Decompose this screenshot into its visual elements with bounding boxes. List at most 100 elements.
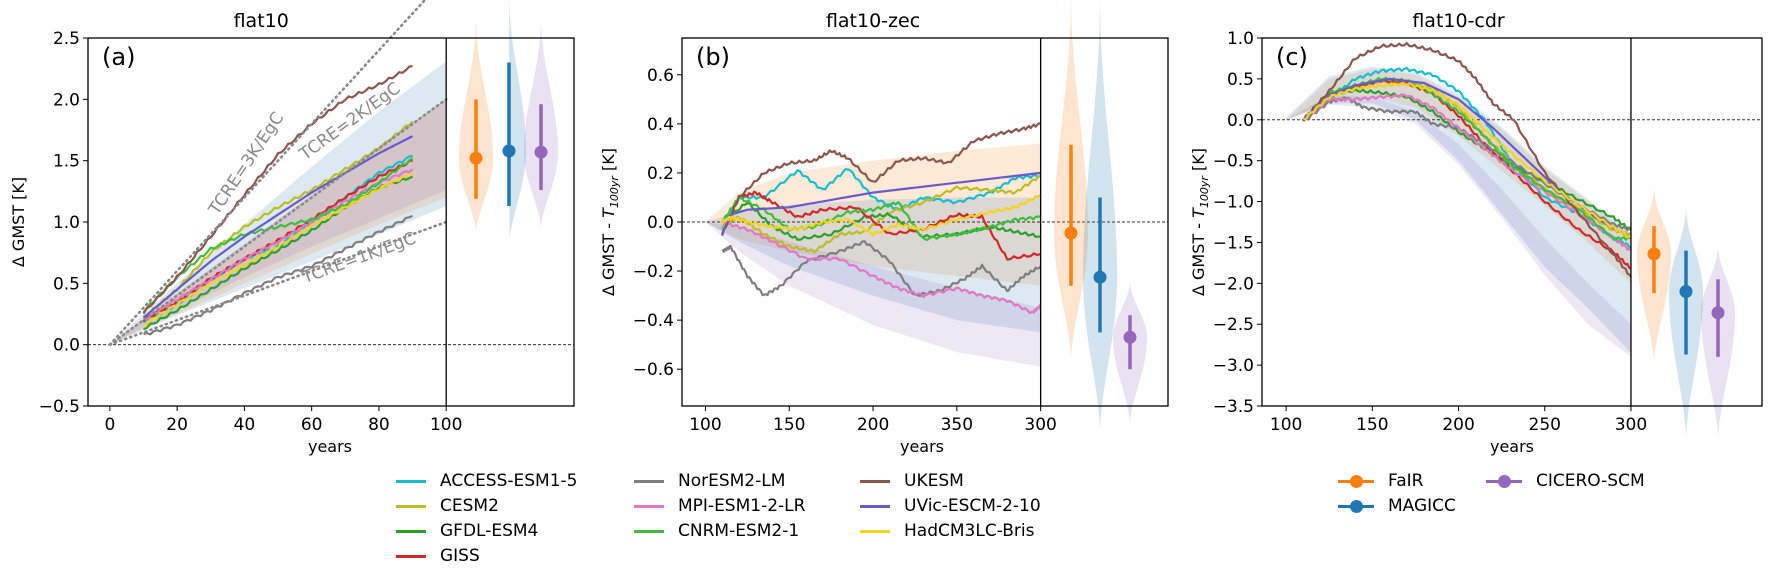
legend-label: UVic-ESCM-2-10 bbox=[904, 496, 1041, 516]
y-tick-label: 2.5 bbox=[53, 29, 80, 49]
y-tick-label: −0.5 bbox=[1213, 152, 1254, 172]
legend-item: FaIR bbox=[1338, 470, 1423, 492]
legend-label: MAGICC bbox=[1388, 496, 1456, 516]
y-tick-label: 1.5 bbox=[53, 152, 80, 172]
violins bbox=[1054, 0, 1147, 431]
x-tick-label: 80 bbox=[368, 415, 390, 435]
series-hadcm3lc-bris bbox=[1303, 81, 1632, 240]
x-tick-label: 150 bbox=[773, 415, 805, 435]
legend-item: NorESM2-LM bbox=[634, 470, 785, 492]
panel-title: flat10-cdr bbox=[1412, 10, 1505, 32]
plot-area bbox=[682, 122, 1168, 367]
series-access-esm1-5 bbox=[142, 154, 413, 324]
band-magicc bbox=[109, 61, 447, 345]
violin-median-magicc bbox=[1093, 270, 1107, 284]
legend-swatch bbox=[634, 504, 664, 508]
tcre-line-3 bbox=[108, 220, 448, 346]
panel-title: flat10-zec bbox=[826, 10, 920, 32]
y-tick-label: 0.0 bbox=[53, 336, 80, 356]
legend-swatch bbox=[396, 504, 426, 508]
legend-swatch bbox=[396, 479, 426, 483]
legend-item: UKESM bbox=[860, 470, 964, 492]
panel-title: flat10 bbox=[234, 10, 289, 32]
y-axis-label: Δ GMST - T100yr [K] bbox=[599, 148, 621, 296]
x-tick-label: 150 bbox=[1356, 415, 1388, 435]
series-ukesm bbox=[142, 65, 413, 315]
legend-marker bbox=[1338, 474, 1374, 488]
y-tick-label: 0.0 bbox=[647, 213, 674, 233]
series-uvic-escm-2-10 bbox=[721, 171, 1041, 235]
y-tick-label: 0.4 bbox=[647, 115, 674, 135]
y-axis-label: Δ GMST - T100yr [K] bbox=[1189, 148, 1211, 296]
panel-letter: (c) bbox=[1276, 43, 1308, 71]
legend-label: CESM2 bbox=[440, 496, 499, 516]
legend-swatch bbox=[634, 529, 664, 533]
x-axis-label: years bbox=[1490, 437, 1534, 456]
legend-swatch bbox=[396, 554, 426, 558]
y-tick-label: 0.5 bbox=[53, 274, 80, 294]
y-tick-label: 0.5 bbox=[1227, 70, 1254, 90]
series-cnrm-esm2-1 bbox=[142, 157, 414, 314]
y-tick-label: 0.2 bbox=[647, 164, 674, 184]
legend-label: CNRM-ESM2-1 bbox=[678, 521, 800, 541]
series-mpi-esm1-2-lr bbox=[721, 220, 1041, 315]
legend-label: MPI-ESM1-2-LR bbox=[678, 496, 806, 516]
x-tick-label: 20 bbox=[166, 415, 188, 435]
y-tick-label: −1.5 bbox=[1213, 233, 1254, 253]
series-ukesm bbox=[721, 122, 1042, 236]
y-tick-label: 2.0 bbox=[53, 90, 80, 110]
band-cicero-scm bbox=[705, 222, 1041, 367]
legend-label: UKESM bbox=[904, 471, 964, 491]
legend-scm-models: FaIR MAGICC CICERO-SCM bbox=[1338, 470, 1718, 530]
legend-item: GFDL-ESM4 bbox=[396, 520, 538, 542]
panel-c: 100 150 200 250 300 −3.5 −3.0 −2.5 −2.0 −1.5 −1.0 −… bbox=[1189, 10, 1763, 456]
x-axis-label: years bbox=[308, 437, 352, 456]
y-tick-label: −3.5 bbox=[1213, 397, 1254, 417]
legend-marker bbox=[1338, 499, 1374, 513]
x-tick-label: 100 bbox=[430, 415, 462, 435]
series-noresm2-lm bbox=[721, 240, 1042, 297]
x-tick-label: 350 bbox=[941, 415, 973, 435]
violin-median-magicc bbox=[502, 144, 516, 158]
tcre-line-1 bbox=[108, 0, 427, 346]
violin-median-cicero-scm bbox=[534, 145, 548, 159]
y-tick-label: 1.0 bbox=[1227, 29, 1254, 49]
x-tick-label: 300 bbox=[1615, 415, 1647, 435]
violin-median-cicero-scm bbox=[1123, 330, 1137, 344]
legend-item: UVic-ESCM-2-10 bbox=[860, 495, 1041, 517]
y-tick-label: −2.5 bbox=[1213, 315, 1254, 335]
legend-label: GISS bbox=[440, 546, 480, 566]
panel-letter: (a) bbox=[102, 43, 135, 71]
x-tick-label: 40 bbox=[234, 415, 256, 435]
legend-label: HadCM3LC-Bris bbox=[904, 521, 1035, 541]
series-hadcm3lc-bris bbox=[143, 172, 414, 326]
tcre-line-2 bbox=[108, 98, 448, 346]
y-tick-label: −2.0 bbox=[1213, 274, 1254, 294]
legend-item: MAGICC bbox=[1338, 495, 1456, 517]
violin-median-fair bbox=[469, 151, 483, 165]
y-tick-label: −0.4 bbox=[633, 311, 674, 331]
violins bbox=[1637, 185, 1735, 439]
panel-b: 100 150 200 350 300 −0.6 −0.4 −0.2 0.0 0.2 0.4 0.6 f… bbox=[599, 0, 1169, 456]
x-tick-label: 60 bbox=[301, 415, 323, 435]
y-tick-label: −1.0 bbox=[1213, 193, 1254, 213]
legend-item: CNRM-ESM2-1 bbox=[634, 520, 799, 542]
legend-item: GISS bbox=[396, 545, 480, 567]
band-cicero-scm bbox=[1286, 95, 1631, 357]
series-ukesm bbox=[1302, 41, 1632, 278]
series-cnrm-esm2-1 bbox=[1302, 76, 1632, 241]
legend-esm-models: ACCESS-ESM1-5 CESM2 GFDL-ESM4 GISS NorESM2-L… bbox=[396, 470, 1041, 580]
legend-item: HadCM3LC-Bris bbox=[860, 520, 1034, 542]
plot-area bbox=[88, 61, 574, 346]
x-tick-label: 300 bbox=[1024, 415, 1056, 435]
x-axis-label: years bbox=[900, 437, 944, 456]
legend-label: ACCESS-ESM1-5 bbox=[440, 471, 578, 491]
series-uvic-escm-2-10 bbox=[142, 135, 414, 319]
y-tick-label: −3.0 bbox=[1213, 356, 1254, 376]
violin-median-fair bbox=[1647, 247, 1661, 261]
y-tick-label: −0.6 bbox=[633, 360, 674, 380]
plot-area bbox=[1262, 41, 1762, 357]
x-tick-label: 200 bbox=[1442, 415, 1474, 435]
x-tick-label: 100 bbox=[1270, 415, 1302, 435]
